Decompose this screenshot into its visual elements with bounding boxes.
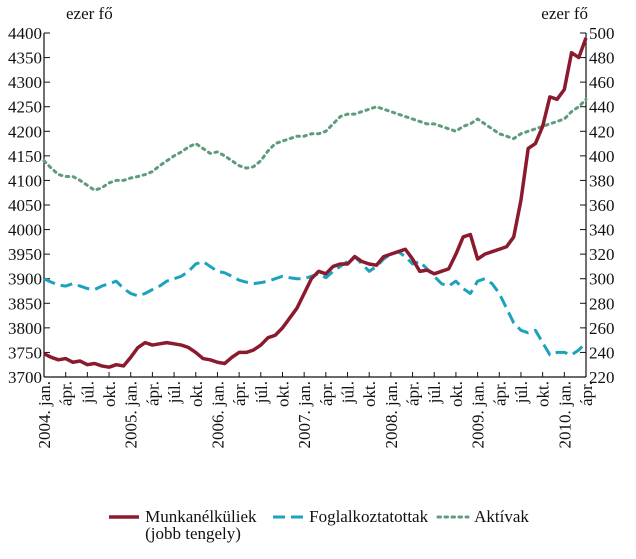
y-tick-label: 4100 [8,171,42,190]
y-tick-label: 3950 [8,245,42,264]
x-tick-label: júl. [165,381,184,404]
y2-tick-label: 480 [589,49,615,68]
x-tick-label: ápr. [57,381,76,406]
x-tick-label: 2006. jan. [208,381,227,449]
x-tick-label: ápr. [317,381,336,406]
y-tick-label: 4150 [8,147,42,166]
x-tick-label: júl. [339,381,358,404]
y-axis-label: ezer fő [66,4,113,23]
y2-tick-label: 240 [589,343,615,362]
x-tick-label: 2007. jan. [295,381,314,449]
x-tick-label: 2009. jan. [469,381,488,449]
x-tick-label: okt. [100,381,119,407]
x-tick-label: ápr. [490,381,509,406]
x-tick-label: júl. [252,381,271,404]
series-line [43,37,588,369]
y2-tick-label: 400 [589,147,615,166]
y-tick-label: 4400 [8,24,42,43]
y2-tick-label: 260 [589,319,615,338]
x-tick-label: ápr. [577,381,596,406]
legend-label: Foglalkoztatottak [309,507,429,526]
x-tick-label: 2008. jan. [382,381,401,449]
y2-tick-label: 360 [589,196,615,215]
x-tick-label: ápr. [404,381,423,406]
x-tick-label: júl. [425,381,444,404]
y-tick-label: 4000 [8,221,42,240]
legend-swatch [273,515,304,519]
y2-tick-label: 220 [589,368,615,387]
x-tick-label: okt. [273,381,292,407]
x-tick-label: okt. [360,381,379,407]
y-tick-label: 3700 [8,368,42,387]
y-tick-label: 3900 [8,270,42,289]
legend-item: Foglalkoztatottak [271,508,428,525]
x-tick-label: okt. [447,381,466,407]
y-tick-label: 3850 [8,294,42,313]
x-tick-label: 2004. jan. [35,381,54,449]
x-tick-label: ápr. [143,381,162,406]
y2-tick-label: 420 [589,122,615,141]
y-tick-label: 3750 [8,343,42,362]
y2-tick-label: 380 [589,171,615,190]
series-line [42,97,588,192]
y2-axis-label: ezer fő [541,4,588,23]
legend-item: Munkanélküliek (jobb tengely) [107,508,263,542]
y2-tick-label: 340 [589,221,615,240]
y2-tick-label: 300 [589,270,615,289]
legend: Munkanélküliek (jobb tengely) Foglalkozta… [0,508,636,542]
y2-tick-label: 280 [589,294,615,313]
y-tick-label: 4250 [8,98,42,117]
x-tick-label: 2010. jan. [555,381,574,449]
legend-item: Aktívak [436,508,529,525]
legend-label: Aktívak [474,507,529,526]
legend-label: Munkanélküliek (jobb tengely) [145,507,257,543]
y2-tick-label: 320 [589,245,615,264]
y2-tick-label: 460 [589,73,615,92]
series-line [43,250,588,357]
y-tick-label: 4050 [8,196,42,215]
y2-tick-label: 440 [589,98,615,117]
y-tick-label: 4200 [8,122,42,141]
x-tick-label: okt. [187,381,206,407]
y-tick-label: 4300 [8,73,42,92]
x-tick-label: júl. [78,381,97,404]
x-tick-label: ápr. [230,381,249,406]
x-tick-label: okt. [534,381,553,407]
legend-swatch [109,515,140,519]
y2-tick-label: 500 [589,24,615,43]
x-tick-label: júl. [512,381,531,404]
legend-swatch [436,515,470,519]
x-tick-label: 2005. jan. [122,381,141,449]
y-tick-label: 4350 [8,49,42,68]
y-tick-label: 3800 [8,319,42,338]
chart: ezer fő ezer fő 3700 3750 3800 3850 3900 3950… [8,4,615,449]
